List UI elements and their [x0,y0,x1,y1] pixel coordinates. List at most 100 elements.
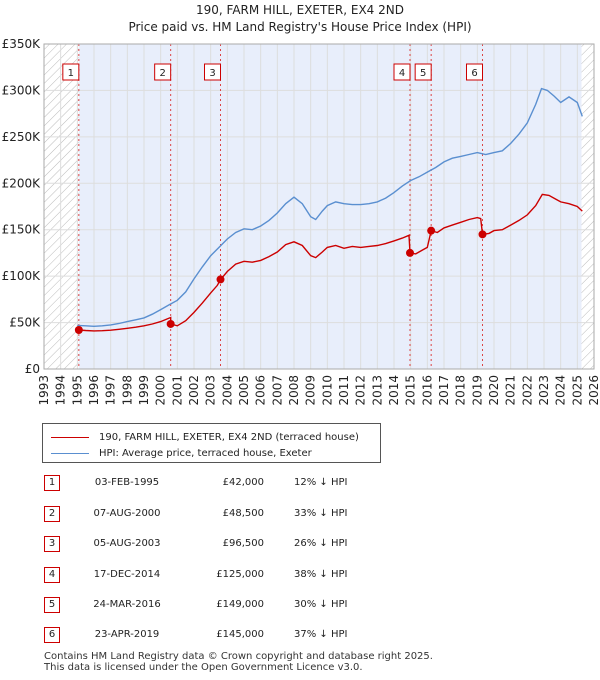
x-tick-label: 2018 [454,375,468,406]
sale-number: 6 [44,627,60,643]
x-tick-label: 2025 [570,375,584,406]
sale-number: 4 [44,567,60,583]
x-tick-label: 2004 [220,375,234,406]
y-tick-label: £350K [2,37,42,51]
x-tick-label: 2017 [437,375,451,406]
x-tick-label: 2015 [404,375,418,406]
x-tick-label: 2002 [187,375,201,406]
sale-number: 3 [44,536,60,552]
sale-number: 5 [44,597,60,613]
hatched-region-start [44,44,79,369]
sale-date: 23-APR-2019 [94,629,160,640]
y-tick-label: £200K [2,176,42,190]
x-tick-label: 2009 [304,375,318,406]
sale-hpi-diff: 37% ↓ HPI [294,629,348,640]
sale-marker-label: 2 [159,68,165,79]
sale-marker-label: 5 [420,68,426,79]
legend-label-hpi: HPI: Average price, terraced house, Exet… [99,447,312,459]
sale-marker-label: 4 [399,68,405,79]
x-tick-label: 2001 [170,375,184,406]
sale-marker-label: 6 [471,68,477,79]
sale-price: £145,000 [216,629,264,640]
sale-row: 6 23-APR-2019 £145,000 37% ↓ HPI [44,626,384,646]
x-tick-label: 2000 [154,375,168,406]
x-tick-label: 2007 [270,375,284,406]
x-tick-label: 2012 [354,375,368,406]
sale-number: 1 [44,475,60,491]
x-tick-label: 1993 [37,375,51,406]
sale-point [406,248,414,257]
x-tick-label: 1994 [54,375,68,406]
x-tick-label: 2021 [504,375,518,406]
sale-hpi-diff: 38% ↓ HPI [294,569,348,580]
x-tick-label: 2011 [337,375,351,406]
x-tick-label: 2023 [537,375,551,406]
chart-title: 190, FARM HILL, EXETER, EX4 2ND [196,3,404,17]
sale-point [216,275,225,284]
sale-price: £96,500 [222,538,264,549]
x-tick-label: 1998 [120,375,134,406]
y-tick-label: £300K [2,83,42,97]
sale-row: 4 17-DEC-2014 £125,000 38% ↓ HPI [44,566,384,586]
sale-point [427,226,436,235]
x-tick-label: 2013 [370,375,384,406]
sale-marker-label: 1 [68,68,74,79]
sale-marker-box [466,63,483,81]
property-series-line [78,193,583,332]
sale-row: 5 24-MAR-2016 £149,000 30% ↓ HPI [44,596,384,616]
x-tick-label: 2020 [487,375,501,406]
x-tick-label: 1999 [137,375,151,406]
x-tick-label: 1996 [87,375,101,406]
footer-licence: This data is licensed under the Open Gov… [44,662,363,673]
sale-marker-box [204,63,221,81]
legend-swatch-property [51,436,89,438]
x-tick-label: 2008 [287,375,301,406]
sale-date: 17-DEC-2014 [93,569,161,580]
sale-date: 05-AUG-2003 [93,538,161,549]
x-tick-label: 2024 [554,375,568,406]
chart-legend: 190, FARM HILL, EXETER, EX4 2ND (terrace… [42,423,381,463]
sale-marker-box [154,63,172,81]
legend-item-hpi: HPI: Average price, terraced house, Exet… [51,445,312,461]
x-tick-label: 2016 [420,375,434,406]
y-tick-label: £0 [25,362,40,376]
sale-price: £125,000 [216,569,264,580]
x-tick-label: 1995 [70,375,84,406]
x-tick-label: 2006 [254,375,268,406]
x-tick-label: 2010 [320,375,334,406]
sale-point [74,326,83,334]
x-tick-label: 2014 [387,375,401,406]
sale-point [166,319,175,328]
price-chart: 190, FARM HILL, EXETER, EX4 2ND Price pai… [2,3,600,406]
sale-date: 07-AUG-2000 [93,508,161,519]
footer-attribution: Contains HM Land Registry data © Crown c… [44,651,433,673]
sale-hpi-diff: 26% ↓ HPI [294,538,348,549]
sale-point [478,230,487,239]
ownership-shading [78,44,582,369]
sale-row: 3 05-AUG-2003 £96,500 26% ↓ HPI [44,535,384,555]
x-tick-label: 2005 [237,375,251,406]
sale-date: 03-FEB-1995 [94,477,160,488]
sale-price: £149,000 [216,599,264,610]
sale-marker-label: 3 [209,68,215,79]
x-tick-label: 2026 [587,375,600,406]
sale-row: 1 03-FEB-1995 £42,000 12% ↓ HPI [44,474,384,494]
sale-hpi-diff: 33% ↓ HPI [294,508,348,519]
y-tick-label: £50K [9,316,41,330]
sale-date: 24-MAR-2016 [93,599,161,610]
legend-label-property: 190, FARM HILL, EXETER, EX4 2ND (terrace… [99,431,359,443]
plot-border [43,43,595,370]
y-tick-label: £250K [2,130,42,144]
hpi-series-line [77,87,583,328]
sale-price: £48,500 [222,508,264,519]
y-tick-label: £100K [2,269,42,283]
x-tick-label: 2019 [470,375,484,406]
sale-price: £42,000 [222,477,264,488]
chart-subtitle: Price paid vs. HM Land Registry's House … [128,20,471,34]
y-tick-label: £150K [2,223,42,237]
x-tick-label: 2003 [204,375,218,406]
sale-marker-box [62,63,80,81]
legend-item-property: 190, FARM HILL, EXETER, EX4 2ND (terrace… [51,429,359,445]
x-tick-label: 2022 [520,375,534,406]
sale-marker-box [414,63,432,81]
